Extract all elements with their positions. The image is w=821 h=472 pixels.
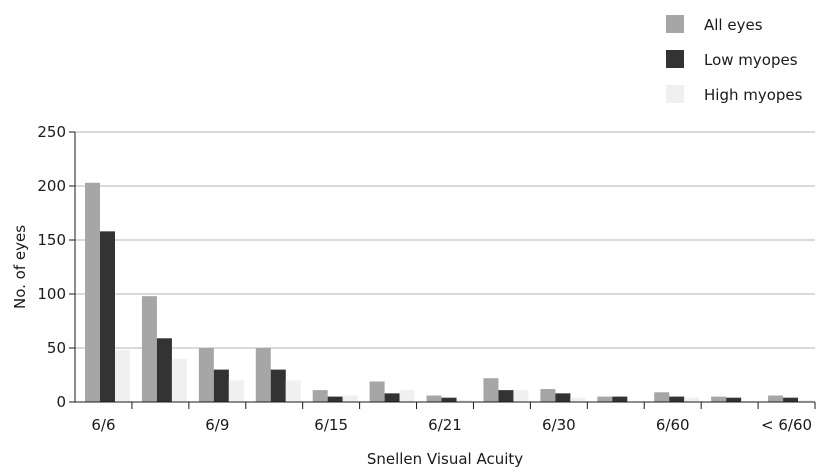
bar: [228, 380, 244, 402]
bar: [570, 397, 586, 402]
x-tick-label: < 6/60: [761, 416, 812, 434]
legend-swatch: [666, 85, 684, 103]
bars: [85, 182, 814, 402]
legend: All eyes Low myopes High myopes: [666, 15, 803, 104]
x-tick-label: 6/30: [542, 416, 576, 434]
bar: [498, 390, 514, 402]
y-ticks: 0 50 100 150 200 250: [37, 123, 75, 411]
bar: [768, 395, 784, 402]
x-tick-label: 6/6: [91, 416, 115, 434]
bar: [726, 397, 742, 402]
gridlines: [75, 131, 815, 349]
axes: [74, 132, 815, 403]
bar: [711, 396, 727, 402]
bar: [213, 369, 229, 402]
bar: [198, 348, 214, 402]
x-ticks: 6/6 6/9 6/15 6/21 6/30 6/60 < 6/60: [91, 402, 816, 434]
bar: [483, 378, 499, 402]
bar: [100, 231, 115, 402]
bar: [540, 389, 556, 402]
y-tick-label: 150: [37, 231, 66, 249]
bar: [513, 390, 529, 402]
bar: [369, 381, 385, 402]
x-tick-label: 6/21: [428, 416, 462, 434]
legend-label: All eyes: [704, 16, 763, 34]
bar: [384, 393, 400, 402]
legend-label: High myopes: [704, 86, 803, 104]
x-tick-label: 6/15: [314, 416, 348, 434]
y-tick-label: 50: [47, 339, 66, 357]
bar: [327, 396, 343, 402]
bar: [654, 392, 670, 402]
bar: [426, 395, 442, 402]
bar: [255, 348, 271, 402]
bar: [456, 399, 472, 402]
bar: [156, 338, 172, 402]
bar: [741, 400, 757, 402]
bar: [783, 397, 799, 402]
bar: [115, 350, 130, 402]
bar: [270, 369, 286, 402]
y-axis-title: No. of eyes: [11, 225, 29, 309]
bar: [141, 296, 157, 402]
bar: [399, 390, 415, 402]
bar: [285, 380, 301, 402]
bar: [669, 396, 685, 402]
y-tick-label: 200: [37, 177, 66, 195]
bar: [798, 399, 814, 402]
x-tick-label: 6/60: [656, 416, 690, 434]
bar: [312, 390, 328, 402]
y-tick-label: 250: [37, 123, 66, 141]
legend-label: Low myopes: [704, 51, 798, 69]
x-tick-label: 6/9: [205, 416, 229, 434]
x-axis-title: Snellen Visual Acuity: [367, 450, 523, 468]
y-tick-label: 100: [37, 285, 66, 303]
bar: [171, 358, 187, 402]
bar: [597, 396, 613, 402]
bar: [85, 182, 100, 402]
bar: [555, 393, 571, 402]
bar: [441, 397, 457, 402]
legend-swatch: [666, 15, 684, 33]
bar: [684, 397, 700, 402]
bar: [342, 395, 358, 402]
y-tick-label: 0: [56, 393, 66, 411]
bar: [612, 396, 628, 402]
legend-swatch: [666, 50, 684, 68]
